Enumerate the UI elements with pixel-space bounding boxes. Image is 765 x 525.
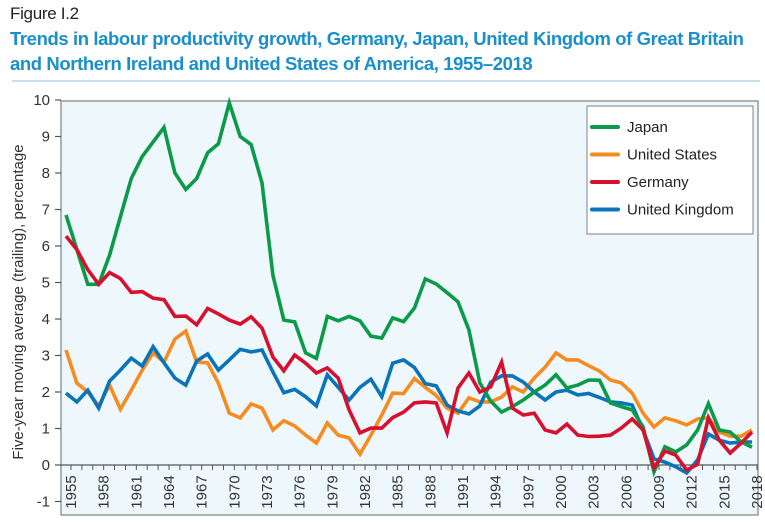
y-tick-label: 1 xyxy=(42,421,50,438)
legend-label: United States xyxy=(627,147,717,164)
series-line-united-states xyxy=(64,328,753,458)
y-tick-label: 5 xyxy=(42,275,50,292)
x-tick-label: 1970 xyxy=(226,475,243,508)
y-tick-label: 4 xyxy=(42,311,50,328)
legend: Japan United States Germany United Kingdom xyxy=(586,105,754,235)
x-tick-label: 2000 xyxy=(553,475,570,508)
x-tick-label: 1994 xyxy=(488,475,505,508)
y-tick-label: 2 xyxy=(42,384,50,401)
x-tick-label: 2009 xyxy=(651,475,668,508)
y-tick-label: 8 xyxy=(42,165,50,182)
y-tick-label: 0 xyxy=(42,457,50,474)
x-tick-label: 1955 xyxy=(63,475,80,508)
x-tick-label: 1961 xyxy=(128,475,145,508)
series-line-germany xyxy=(64,234,754,473)
x-tick-label: 1991 xyxy=(455,475,472,508)
x-tick-label: 1976 xyxy=(292,475,309,508)
x-tick-label: 2003 xyxy=(586,475,603,508)
y-axis: -1 0 1 2 3 4 5 6 7 8 9 10 xyxy=(33,92,61,511)
legend-label: United Kingdom xyxy=(627,202,734,219)
title-divider xyxy=(12,80,760,82)
y-tick-label: 6 xyxy=(42,238,50,255)
x-tick-label: 1988 xyxy=(422,475,439,508)
x-tick-label: 1985 xyxy=(390,475,407,508)
x-tick-label: 1967 xyxy=(194,475,211,508)
x-tick-label: 2015 xyxy=(716,475,733,508)
x-tick-label: 1958 xyxy=(96,475,113,508)
y-tick-label: -1 xyxy=(37,494,50,511)
x-tick-label: 1973 xyxy=(259,475,276,508)
y-axis-title: Five-year moving average (trailing), per… xyxy=(10,144,27,459)
x-tick-label: 1979 xyxy=(324,475,341,508)
legend-label: Germany xyxy=(627,174,689,191)
x-tick-label: 2012 xyxy=(684,475,701,508)
x-tick-label: 2006 xyxy=(618,475,635,508)
x-tick-label: 1997 xyxy=(520,475,537,508)
legend-label: Japan xyxy=(627,119,668,136)
y-tick-label: 9 xyxy=(42,129,50,146)
y-tick-label: 10 xyxy=(33,92,50,109)
figure-label: Figure I.2 xyxy=(10,4,79,23)
x-tick-label: 1982 xyxy=(357,475,374,508)
x-tick-label: 1964 xyxy=(161,475,178,508)
x-axis: 1955 1958 1961 1964 1967 1970 1973 1976 1979 1982… xyxy=(63,465,765,509)
y-tick-label: 3 xyxy=(42,348,50,365)
x-tick-label: 2018 xyxy=(749,475,765,508)
y-tick-label: 7 xyxy=(42,202,50,219)
series-line-japan xyxy=(64,96,753,478)
figure-title: Trends in labour productivity growth, Ge… xyxy=(10,28,744,74)
series-layer xyxy=(64,96,754,478)
